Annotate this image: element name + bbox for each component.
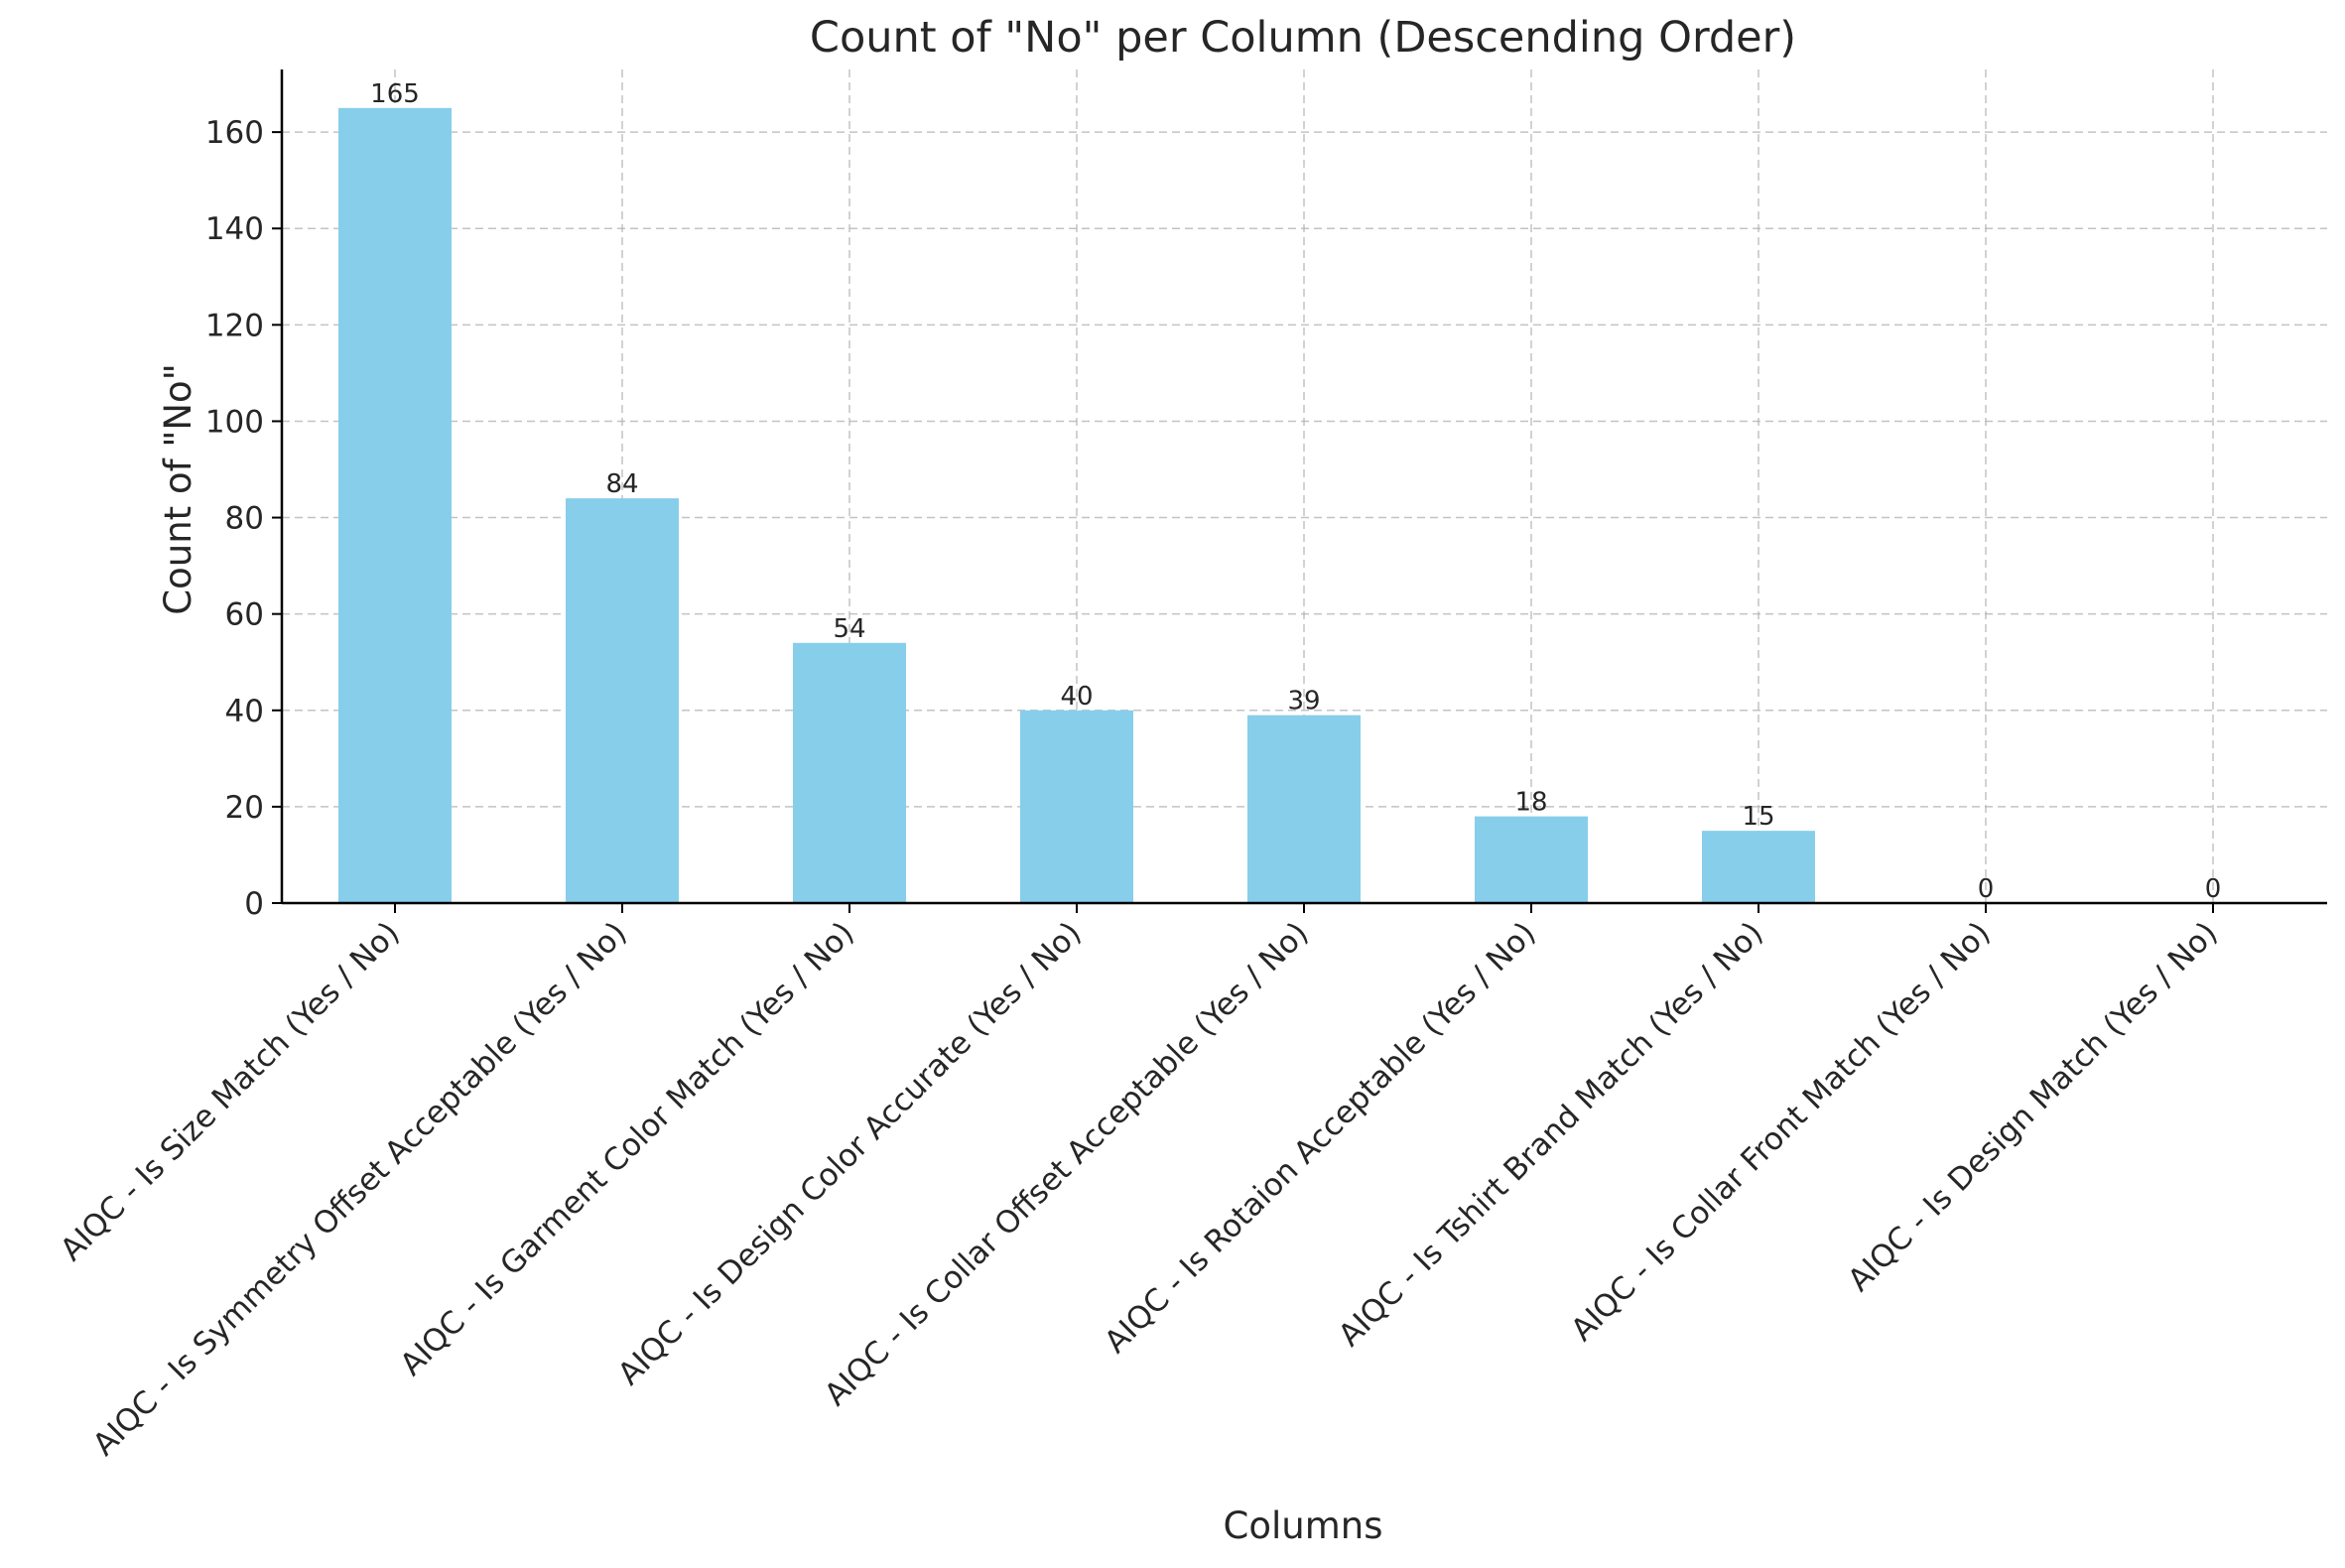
x-tick-label: AIQC - Is Rotaion Acceptable (Yes / No) [1098, 915, 1542, 1360]
x-tick-label: AIQC - Is Garment Color Match (Yes / No) [393, 915, 860, 1382]
bar-value-label: 165 [370, 79, 420, 109]
bar-value-label: 40 [1060, 682, 1093, 712]
y-axis-label: Count of "No" [157, 363, 199, 614]
x-tick-label: AIQC - Is Design Color Accurate (Yes / N… [611, 915, 1089, 1392]
bar [1475, 816, 1588, 903]
bar [793, 642, 906, 903]
bar-value-label: 39 [1287, 687, 1320, 717]
bar-value-label: 0 [2205, 874, 2222, 904]
y-tick-label: 40 [225, 694, 264, 729]
y-tick-label: 20 [225, 790, 264, 826]
bar [1020, 710, 1133, 903]
bar [338, 107, 452, 903]
y-tick-label: 100 [205, 404, 264, 440]
x-tick-label: AIQC - Is Design Match (Yes / No) [1841, 915, 2224, 1298]
y-tick-label: 120 [205, 308, 264, 343]
bars [338, 107, 1815, 903]
data-labels: 165 84 54 40 39 18 15 0 0 [370, 79, 2221, 904]
bar-value-label: 0 [1978, 874, 1995, 904]
y-tick-label: 80 [225, 501, 264, 537]
y-tick-label: 160 [205, 115, 264, 151]
y-tick-label: 140 [205, 211, 264, 247]
chart-title: Count of "No" per Column (Descending Ord… [810, 13, 1796, 63]
x-tick-label: AIQC - Is Symmetry Offset Acceptable (Ye… [86, 915, 634, 1463]
bar-value-label: 18 [1514, 788, 1547, 818]
bar-value-label: 54 [833, 614, 865, 644]
x-axis-label: Columns [1224, 1504, 1383, 1547]
bar [566, 498, 679, 903]
y-tick-label: 60 [225, 597, 264, 633]
bar-value-label: 15 [1742, 802, 1774, 832]
x-tick-label: AIQC - Is Collar Front Match (Yes / No) [1564, 915, 1997, 1348]
bar [1702, 831, 1815, 903]
x-tick-label: AIQC - Is Collar Offset Acceptable (Yes … [818, 915, 1316, 1413]
bar [1247, 715, 1361, 903]
x-tick-label: AIQC - Is Tshirt Brand Match (Yes / No) [1332, 915, 1770, 1354]
bar-value-label: 84 [605, 469, 638, 499]
y-tick-label: 0 [244, 886, 264, 922]
